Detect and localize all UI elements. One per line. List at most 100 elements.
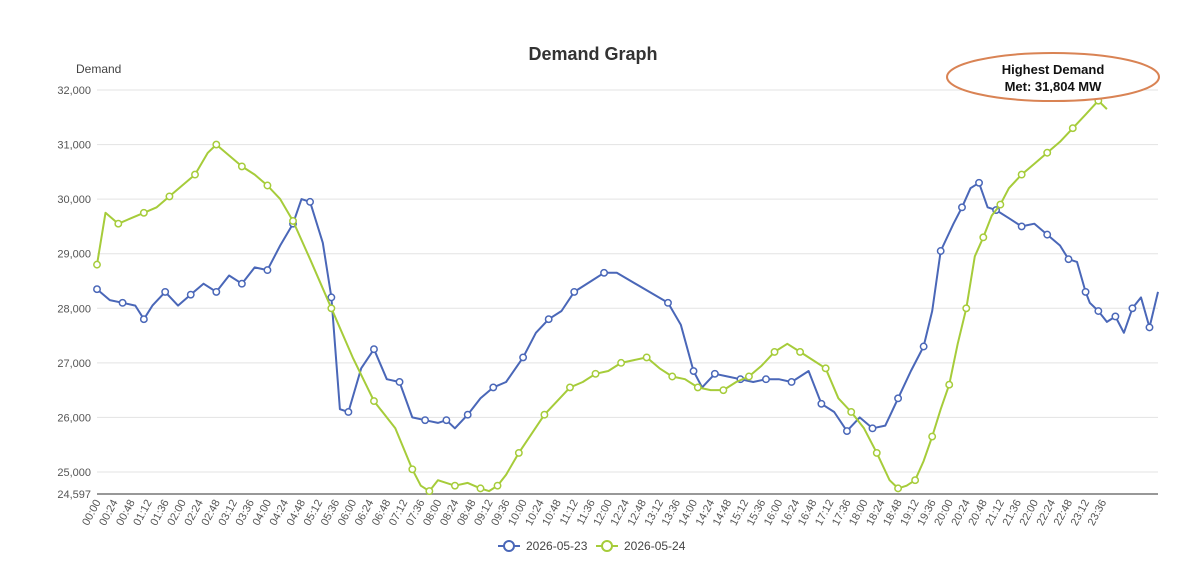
series-point — [395, 378, 404, 386]
series-lines — [93, 96, 1159, 496]
series-point — [847, 408, 856, 416]
series-point — [344, 408, 353, 416]
series-point — [868, 424, 877, 433]
series-point — [1017, 222, 1026, 231]
series-point — [237, 162, 246, 171]
y-tick-label: 24,597 — [57, 489, 91, 501]
y-tick-label: 32,000 — [57, 85, 91, 97]
annotation-line-1: Highest Demand — [1002, 62, 1105, 77]
y-tick-label: 26,000 — [57, 412, 91, 424]
series-point — [975, 178, 983, 187]
series-point — [821, 364, 830, 373]
series-point — [421, 416, 430, 425]
series-point — [450, 481, 459, 490]
series-point — [817, 399, 826, 408]
series-point — [442, 416, 451, 425]
series-point — [787, 378, 796, 386]
annotation-line-2: Met: 31,804 MW — [1005, 79, 1103, 94]
series-point — [693, 383, 702, 392]
series-point — [911, 476, 920, 485]
series-point — [519, 353, 528, 362]
series-point — [1043, 148, 1052, 157]
series-point — [139, 208, 148, 217]
series-point — [770, 347, 779, 356]
series-point — [872, 448, 881, 457]
series-point — [962, 304, 971, 313]
series-point — [93, 260, 101, 269]
series-point — [1017, 170, 1026, 179]
legend: 2026-05-23 2026-05-24 — [498, 539, 686, 553]
series-point — [306, 197, 315, 206]
series-point — [289, 217, 297, 225]
series-point — [237, 279, 246, 288]
series-point — [689, 367, 698, 375]
series-line-1 — [96, 181, 1159, 433]
y-tick-label: 31,000 — [57, 140, 91, 152]
series-point — [93, 285, 101, 294]
series-point — [1064, 255, 1073, 264]
series-point — [617, 358, 626, 367]
series-point — [1081, 287, 1090, 296]
series-point — [327, 293, 336, 302]
series-point — [600, 268, 609, 277]
y-tick-label: 29,000 — [57, 249, 91, 261]
series-point — [1094, 307, 1103, 315]
series-point — [664, 298, 672, 307]
series-point — [118, 298, 127, 307]
series-point — [979, 233, 988, 242]
y-tick-label: 28,000 — [57, 303, 91, 315]
chart-title: Demand Graph — [528, 44, 657, 64]
series-point — [186, 290, 195, 299]
series-point — [591, 369, 600, 378]
series-point — [370, 397, 378, 406]
series-point — [139, 315, 148, 324]
series-point — [327, 304, 336, 313]
series-point — [489, 383, 498, 392]
legend-swatch-marker — [601, 540, 613, 552]
series-point — [544, 315, 553, 324]
y-axis-label: Demand — [76, 62, 121, 76]
series-point — [540, 410, 549, 419]
series-point — [570, 287, 579, 296]
y-tick-label: 30,000 — [57, 194, 91, 206]
series-point — [945, 380, 954, 389]
legend-swatch-marker — [503, 540, 515, 552]
series-point — [493, 481, 502, 490]
series-point — [212, 140, 221, 149]
series-line-2 — [96, 99, 1108, 493]
series-point — [514, 448, 523, 457]
series-point — [719, 386, 728, 395]
series-point — [1128, 304, 1137, 313]
series-point — [566, 383, 574, 392]
series-point — [642, 353, 651, 362]
series-point — [894, 484, 903, 493]
series-point — [668, 372, 677, 381]
series-point — [842, 427, 851, 436]
series-point — [463, 410, 472, 419]
series-point — [1043, 230, 1052, 239]
series-point — [762, 375, 770, 384]
series-point — [370, 345, 378, 354]
series-point — [919, 342, 928, 351]
y-tick-label: 27,000 — [57, 358, 91, 370]
annotation: Highest Demand Met: 31,804 MW — [946, 52, 1160, 102]
series-point — [408, 465, 417, 474]
annotation-ellipse — [946, 52, 1160, 102]
series-point — [191, 170, 199, 179]
legend-label: 2026-05-24 — [624, 539, 686, 553]
series-point — [796, 347, 805, 356]
y-tick-labels: 24,597 25,000 26,000 27,000 28,000 29,000 30,0… — [57, 85, 91, 501]
series-point — [1111, 312, 1120, 321]
x-tick-labels: 00:0000:2400:4801:1201:3602:0002:2402:48… — [80, 498, 1109, 528]
series-point — [744, 372, 753, 381]
series-point — [936, 247, 945, 255]
series-point — [958, 203, 966, 212]
series-point — [263, 181, 272, 190]
series-point — [165, 192, 174, 201]
series-point — [894, 394, 903, 403]
series-point — [212, 287, 221, 296]
legend-label: 2026-05-23 — [526, 539, 588, 553]
series-point — [476, 484, 485, 493]
series-point — [710, 369, 719, 378]
